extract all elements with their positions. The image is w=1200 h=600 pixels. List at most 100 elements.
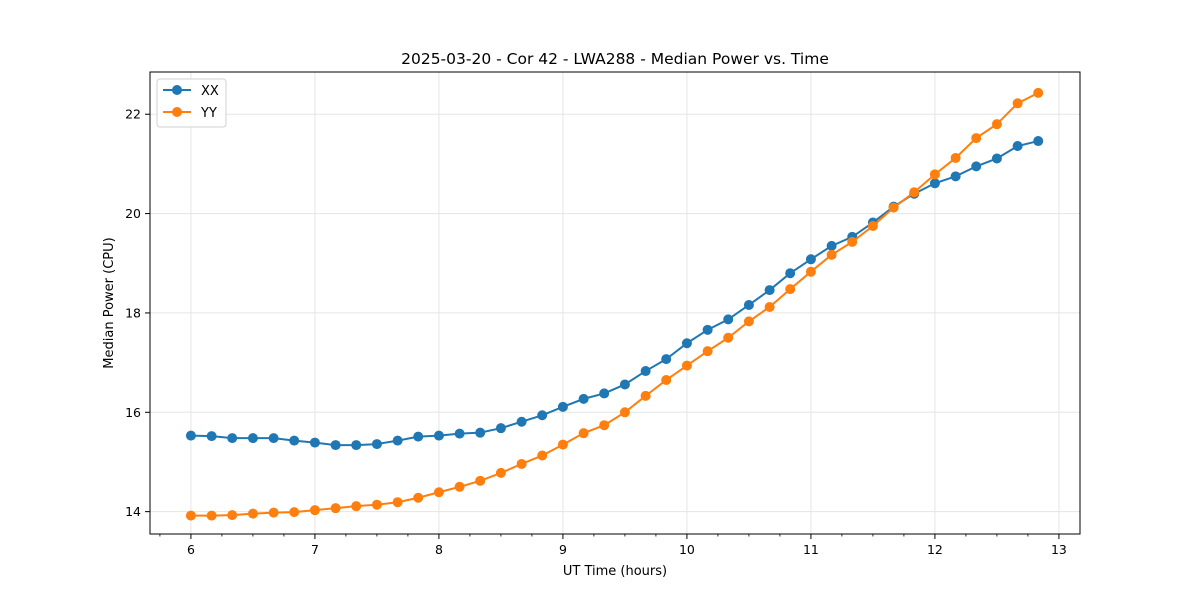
series-xx-point — [826, 240, 837, 251]
series-xx-point — [227, 433, 238, 444]
series-xx-point — [413, 431, 424, 442]
series-yy-point — [1033, 87, 1044, 98]
series-yy-point — [268, 507, 279, 518]
y-tick-label: 20 — [125, 206, 141, 221]
chart-title: 2025-03-20 - Cor 42 - LWA288 - Median Po… — [401, 50, 829, 68]
series-yy-point — [516, 458, 527, 469]
series-yy-point — [929, 169, 940, 180]
series-yy-point — [661, 375, 672, 385]
series-xx-point — [268, 433, 279, 444]
series-xx-point — [206, 431, 217, 442]
series-yy-point — [475, 475, 486, 486]
series-xx-point — [619, 379, 630, 390]
series-xx-point — [991, 153, 1002, 164]
series-yy-point — [413, 492, 424, 503]
series-yy-point — [495, 467, 506, 478]
series-yy-point — [392, 497, 403, 508]
y-tick-label: 22 — [125, 107, 141, 122]
legend-yy-label: YY — [200, 106, 217, 121]
series-xx-point — [764, 285, 775, 296]
series-yy-point — [909, 187, 920, 198]
series-yy-point — [805, 266, 816, 277]
series-xx-point — [1012, 141, 1023, 152]
series-xx-point — [723, 314, 734, 325]
series-xx-point — [805, 254, 816, 265]
series-yy-point — [247, 508, 258, 519]
series-yy-point — [785, 284, 796, 295]
series-yy-point — [847, 236, 858, 247]
x-tick-label: 8 — [435, 542, 443, 557]
series-yy-point — [578, 428, 589, 439]
series-xx-point — [247, 433, 258, 444]
series-yy-point — [557, 439, 568, 450]
series-yy-point — [950, 152, 961, 163]
x-tick-label: 10 — [679, 542, 695, 557]
series-yy-point — [185, 510, 196, 521]
series-xx-point — [640, 366, 651, 377]
series-xx-point — [702, 324, 713, 335]
y-tick-label: 18 — [125, 305, 141, 320]
series-yy-point — [371, 499, 382, 510]
series-xx-point — [743, 299, 754, 310]
series-yy-point — [991, 119, 1002, 130]
legend-xx-label: XX — [201, 84, 219, 99]
x-tick-label: 7 — [311, 542, 319, 557]
series-xx-point — [330, 440, 341, 451]
series-yy-point — [309, 505, 320, 516]
series-yy-point — [826, 249, 837, 260]
series-yy-point — [640, 390, 651, 401]
series-yy-point — [681, 360, 692, 371]
series-yy-point — [454, 481, 465, 492]
legend-xx-marker — [172, 85, 182, 95]
series-xx-point — [289, 435, 300, 446]
y-axis-label: Median Power (CPU) — [102, 237, 117, 368]
x-tick-label: 12 — [927, 542, 943, 557]
series-xx-point — [537, 410, 548, 421]
series-xx-point — [950, 171, 961, 182]
series-xx-point — [392, 435, 403, 446]
legend-yy-marker — [172, 107, 182, 117]
series-xx-point — [185, 430, 196, 441]
series-xx-point — [475, 427, 486, 438]
series-xx-point — [929, 178, 940, 189]
series-xx-point — [309, 437, 320, 448]
series-layer — [185, 87, 1044, 521]
series-yy-point — [599, 420, 610, 431]
x-tick-label: 6 — [187, 542, 195, 557]
series-xx-point — [578, 393, 589, 404]
series-yy-point — [330, 503, 341, 514]
series-yy-point — [702, 346, 713, 357]
series-xx-point — [681, 338, 692, 349]
series-yy-point — [289, 507, 300, 518]
series-xx-point — [971, 161, 982, 172]
x-axis-label: UT Time (hours) — [563, 564, 667, 579]
series-yy-point — [206, 510, 217, 521]
series-yy-point — [433, 487, 444, 498]
x-tick-label: 9 — [559, 542, 567, 557]
series-yy-point — [227, 510, 238, 521]
y-tick-label: 14 — [125, 504, 141, 519]
x-tick-label: 13 — [1051, 542, 1067, 557]
series-xx-point — [351, 440, 362, 451]
ticks: 6 7 8 9 10 11 12 13 14 16 18 20 22 — [125, 107, 1067, 557]
series-xx-point — [599, 388, 610, 399]
series-yy-point — [537, 450, 548, 461]
series-yy-point — [888, 202, 899, 213]
series-xx-point — [495, 423, 506, 434]
y-tick-label: 16 — [125, 405, 141, 420]
series-yy-point — [971, 133, 982, 144]
legend: XX YY — [156, 78, 227, 128]
series-xx-point — [454, 428, 465, 439]
series-yy-point — [723, 332, 734, 343]
series-yy-point — [619, 407, 630, 418]
series-xx-point — [661, 354, 672, 365]
series-xx-point — [785, 268, 796, 279]
series-xx-point — [433, 430, 444, 441]
series-xx-point — [371, 439, 382, 450]
series-yy — [185, 87, 1044, 521]
series-yy-point — [764, 301, 775, 312]
series-xx-point — [1033, 136, 1044, 147]
series-yy-point — [743, 316, 754, 327]
series-xx-point — [557, 401, 568, 412]
